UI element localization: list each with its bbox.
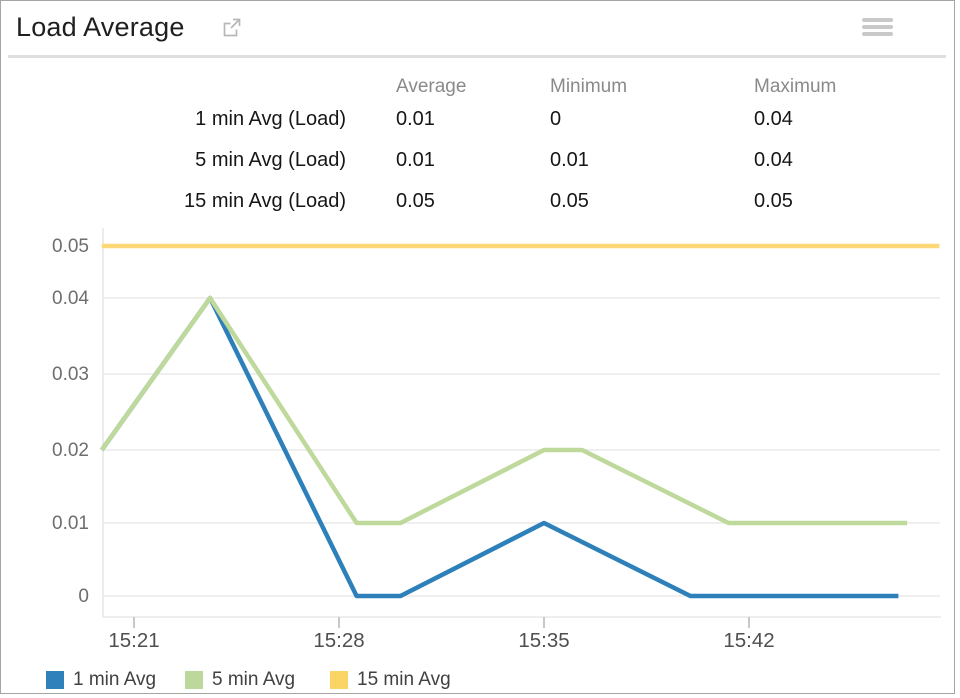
legend-item-5min[interactable]: 5 min Avg — [185, 670, 295, 690]
external-link-icon[interactable] — [220, 16, 243, 39]
cell-minimum: 0.01 — [550, 149, 589, 171]
y-tick-label: 0.03 — [52, 364, 89, 385]
header-minimum: Minimum — [550, 76, 628, 97]
cell-minimum: 0.05 — [550, 190, 589, 212]
legend-label: 5 min Avg — [212, 669, 296, 690]
hamburger-menu-icon[interactable] — [862, 18, 893, 36]
cell-average: 0.01 — [396, 149, 435, 171]
legend-swatch-1min — [46, 671, 64, 689]
x-tick-label: 15:28 — [313, 629, 364, 652]
cell-maximum: 0.04 — [754, 149, 793, 171]
row-label: 15 min Avg (Load) — [184, 190, 346, 212]
y-tick-label: 0.02 — [52, 440, 89, 461]
x-tick-label: 15:35 — [518, 629, 569, 652]
legend-item-15min[interactable]: 15 min Avg — [330, 670, 451, 690]
y-tick-label: 0.01 — [52, 513, 89, 534]
y-tick-label: 0.04 — [52, 288, 89, 309]
series-line-5-min-avg — [99, 295, 908, 526]
legend-label: 15 min Avg — [357, 669, 451, 690]
legend-item-1min[interactable]: 1 min Avg — [46, 670, 156, 690]
y-tick-label: 0 — [78, 586, 89, 607]
widget-title: Load Average — [16, 12, 185, 42]
cell-maximum: 0.04 — [754, 108, 793, 130]
x-tick-label: 15:21 — [108, 629, 159, 652]
cell-minimum: 0 — [550, 108, 562, 130]
row-label: 1 min Avg (Load) — [195, 108, 346, 130]
legend-swatch-5min — [185, 671, 203, 689]
header-divider — [8, 55, 946, 58]
y-tick-label: 0.05 — [52, 236, 89, 257]
row-label: 5 min Avg (Load) — [195, 149, 346, 171]
legend-swatch-15min — [330, 671, 348, 689]
x-tick-label: 15:42 — [723, 629, 774, 652]
header-average: Average — [396, 76, 467, 97]
cell-average: 0.01 — [396, 108, 435, 130]
cell-average: 0.05 — [396, 190, 435, 212]
series-line-1-min-avg — [99, 295, 899, 599]
header-maximum: Maximum — [754, 76, 837, 97]
cell-maximum: 0.05 — [754, 190, 793, 212]
legend-label: 1 min Avg — [73, 669, 157, 690]
